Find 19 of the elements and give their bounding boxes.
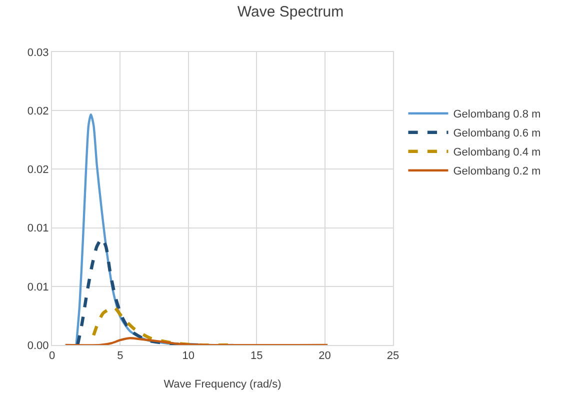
y-tick-label: 0.01 xyxy=(27,281,49,294)
legend-label: Gelombang 0.8 m xyxy=(453,108,541,121)
y-tick-label: 0.00 xyxy=(27,340,49,352)
legend-label: Gelombang 0.4 m xyxy=(453,146,541,159)
x-tick-label: 0 xyxy=(48,350,56,362)
y-tick-label: 0.02 xyxy=(27,164,49,176)
y-tick-label: 0.02 xyxy=(27,105,49,118)
x-tick-label: 20 xyxy=(318,350,331,362)
x-tick-label: 15 xyxy=(250,350,263,362)
x-axis-title: Wave Frequency (rad/s) xyxy=(164,378,282,390)
line-series xyxy=(64,337,329,345)
y-tick-label: 0.01 xyxy=(27,222,49,235)
legend-label: Gelombang 0.2 m xyxy=(453,166,541,178)
x-tick-label: 10 xyxy=(182,350,195,362)
x-tick-label: 5 xyxy=(117,350,124,362)
legend-label: Gelombang 0.6 m xyxy=(453,128,541,140)
chart-title: Wave Spectrum xyxy=(237,4,344,21)
x-tick-label: 25 xyxy=(386,350,400,362)
y-tick-label: 0.03 xyxy=(27,46,49,59)
